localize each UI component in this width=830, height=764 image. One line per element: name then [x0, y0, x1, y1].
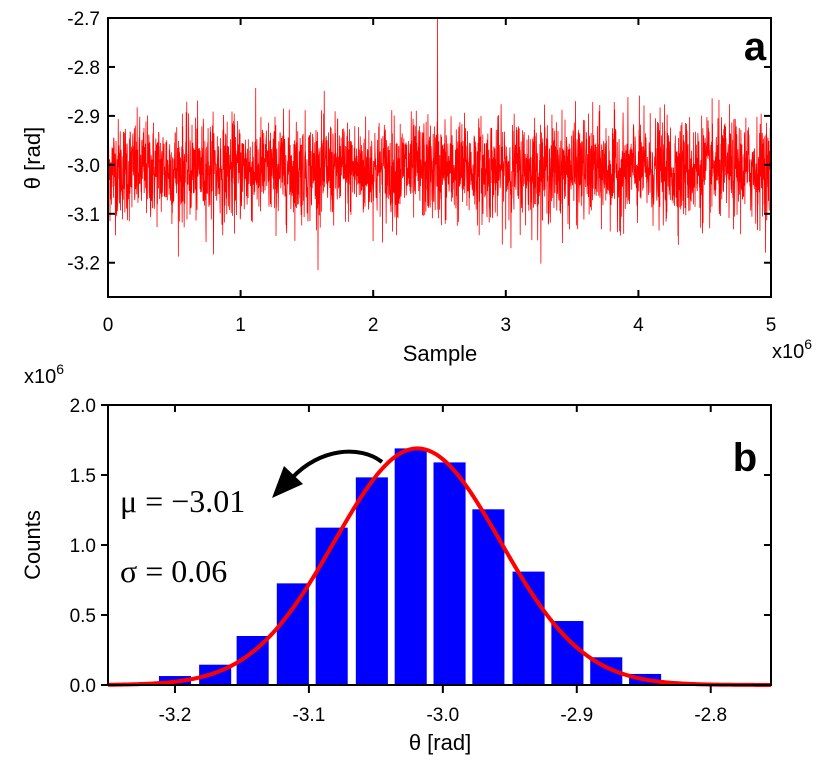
histogram-bar: [276, 583, 309, 685]
y-tick-label: 2.0: [70, 396, 96, 417]
panel-a-label: a: [744, 25, 767, 69]
series-line: [107, 17, 772, 271]
histogram-bar: [355, 477, 388, 685]
y-tick-label: 1.5: [70, 466, 96, 487]
panel-a: 0 1 2 3 4 5-2.7-2.8-2.9-3.0-3.1-3.2 a Sample …: [20, 9, 812, 366]
panel-a-ylabel: θ [rad]: [20, 127, 45, 189]
y-tick-label: 0.5: [70, 606, 96, 627]
histogram-bar: [551, 621, 584, 685]
x-tick-label: -3.0: [426, 705, 459, 726]
y-tick-label: -3.1: [67, 205, 100, 226]
x-tick-label: 3: [501, 315, 512, 336]
panel-b: -3.2 -3.1 -3.0 -2.9 -2.8 0.0 0.5 1.0 1.5 2.0 b θ …: [20, 361, 772, 755]
y-tick-label: -3.0: [67, 156, 100, 177]
panel-a-xlabel: Sample: [403, 341, 478, 366]
y-tick-label: -2.7: [67, 9, 100, 30]
y-tick-label: -2.9: [67, 107, 100, 128]
x-tick-label: -2.8: [694, 705, 727, 726]
x-tick-label: 4: [633, 315, 644, 336]
arrow-icon: [272, 449, 384, 498]
panel-b-ylabel: Counts: [20, 510, 45, 580]
x-tick-label: 1: [235, 315, 246, 336]
y-tick-label: -2.8: [67, 58, 100, 79]
x-tick-label: -2.9: [560, 705, 593, 726]
panel-a-frame: [107, 17, 772, 298]
histogram-bars: [158, 448, 702, 685]
panel-a-x-multiplier: x106: [772, 336, 812, 363]
histogram-bar: [433, 462, 466, 685]
panel-b-label: b: [733, 436, 757, 480]
theta-time-series: [107, 17, 772, 271]
y-tick-label: -3.2: [67, 254, 100, 275]
panel-b-xlabel: θ [rad]: [409, 730, 471, 755]
histogram-bar: [315, 527, 348, 685]
x-tick-label: -3.1: [293, 705, 326, 726]
x-tick-label: 2: [368, 315, 379, 336]
sigma-annotation: σ = 0.06: [120, 553, 227, 589]
x-tick-label: 0: [103, 315, 114, 336]
x-tick-label: -3.2: [159, 705, 192, 726]
panel-b-y-multiplier: x106: [24, 361, 64, 388]
histogram-bar: [472, 509, 505, 685]
histogram-bar: [394, 448, 427, 685]
mu-annotation: μ = −3.01: [120, 483, 245, 519]
y-tick-label: 1.0: [70, 536, 96, 557]
gaussian-fit-curve: [107, 446, 771, 687]
x-tick-label: 5: [766, 315, 777, 336]
y-tick-label: 0.0: [70, 676, 96, 697]
